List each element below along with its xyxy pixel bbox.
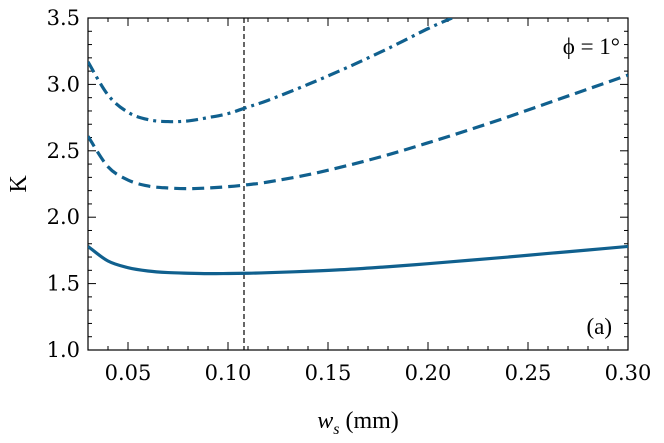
x-tick-label: 0.20 [405, 361, 452, 385]
x-tick-label: 0.30 [605, 361, 652, 385]
x-axis-label-unit: (mm) [339, 408, 398, 434]
series-line-dashed [88, 73, 628, 191]
tick-labels: 0.05 0.10 0.15 0.20 0.25 0.30 1.0 1.5 2.0 2.5 3.0 3… [47, 6, 652, 385]
x-tick-label: 0.15 [305, 361, 352, 385]
plot-frame [87, 17, 629, 351]
series-group [88, 18, 628, 276]
y-tick-label: 1.5 [47, 272, 80, 296]
x-tick-label: 0.10 [205, 361, 252, 385]
x-axis-label-sub: s [333, 421, 339, 438]
series-line-dash-dot [88, 18, 453, 124]
x-tick-label: 0.25 [505, 361, 552, 385]
y-tick-label: 3.5 [47, 6, 80, 30]
y-tick-label: 1.0 [47, 338, 80, 362]
y-tick-label: 2.0 [47, 205, 80, 229]
y-tick-label: 2.5 [47, 139, 80, 163]
series-line-solid [88, 244, 628, 276]
panel-label: (a) [586, 314, 612, 339]
phi-annotation: ϕ = 1° [563, 34, 620, 59]
y-axis-label: K [6, 175, 32, 193]
y-tick-label: 3.0 [47, 72, 80, 96]
ticks [87, 17, 629, 351]
x-axis-label: ws (mm) [317, 408, 399, 438]
x-tick-label: 0.05 [105, 361, 152, 385]
x-axis-label-main: w [317, 408, 333, 434]
